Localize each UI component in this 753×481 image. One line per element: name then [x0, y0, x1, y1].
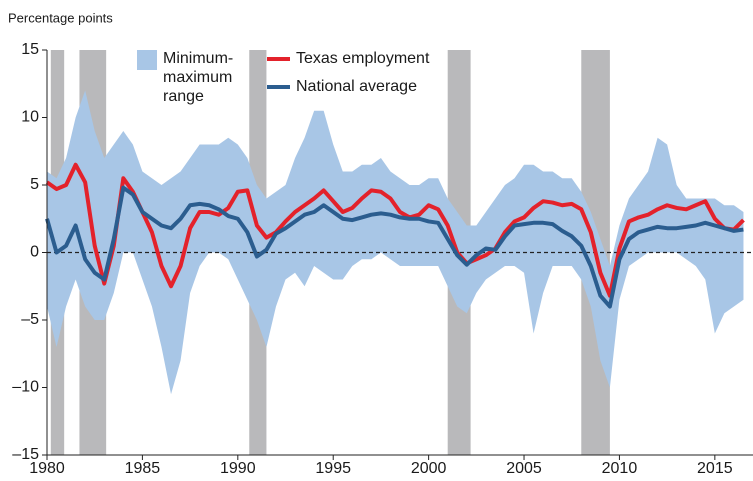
x-tick-label: 1990 [220, 460, 256, 477]
y-axis-label: Percentage points [8, 10, 113, 25]
series-line [45, 162, 745, 298]
x-tick-label: 2000 [411, 460, 447, 477]
legend-label: National average [296, 78, 417, 95]
legend-label-box: Minimum-maximum range [163, 50, 234, 105]
y-tick-label: 5 [30, 176, 39, 193]
y-tick-label: 15 [21, 41, 39, 58]
x-tick-label: 1980 [29, 460, 65, 477]
x-tick-label: 2010 [602, 460, 638, 477]
x-tick-label: 2015 [697, 460, 733, 477]
legend-swatch [137, 50, 157, 70]
y-tick-label: –10 [12, 379, 39, 396]
x-tick-label: 1995 [315, 460, 351, 477]
y-tick-label: 10 [21, 109, 39, 126]
x-tick-label: 2005 [506, 460, 542, 477]
y-tick-label: –15 [12, 446, 39, 463]
x-tick-label: 1985 [125, 460, 161, 477]
y-tick-label: –5 [21, 311, 39, 328]
y-tick-label: 0 [30, 244, 39, 261]
series-line [45, 185, 744, 309]
range-band [47, 90, 744, 395]
legend-label: Minimum-maximum range [163, 50, 234, 105]
legend-label: Texas employment [296, 50, 430, 67]
